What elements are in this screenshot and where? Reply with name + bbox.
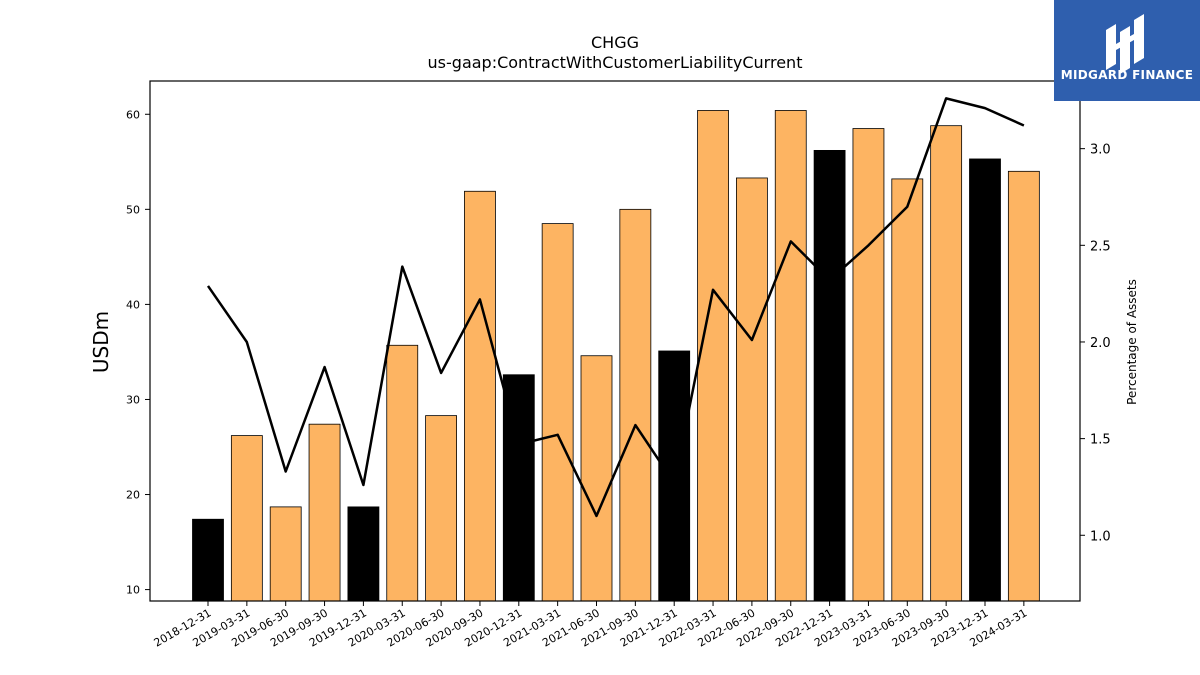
line-series xyxy=(206,97,1025,518)
bar xyxy=(969,158,1001,602)
y2-tick-label: 1.0 xyxy=(1090,529,1111,544)
chart-title: CHGG xyxy=(591,33,639,52)
bar xyxy=(1007,170,1040,602)
y-tick-label: 10 xyxy=(126,584,140,597)
chart-subtitle: us-gaap:ContractWithCustomerLiabilityCur… xyxy=(428,53,803,72)
bar xyxy=(541,223,574,602)
y-tick-label: 40 xyxy=(126,298,140,311)
y-tick-label: 20 xyxy=(126,489,140,502)
bar xyxy=(930,125,963,602)
bar xyxy=(852,128,885,602)
y-axis-label: USDm xyxy=(89,311,113,373)
y-tick-label: 50 xyxy=(126,203,140,216)
y2-tick-label: 3.0 xyxy=(1090,143,1111,158)
bar xyxy=(386,344,419,602)
bar xyxy=(774,110,807,602)
bar xyxy=(230,435,263,602)
bar xyxy=(269,506,302,602)
y2-tick-label: 2.5 xyxy=(1090,239,1111,254)
y-tick-label: 30 xyxy=(126,393,140,406)
bar xyxy=(891,178,924,602)
y-tick-label: 60 xyxy=(126,108,140,121)
bar xyxy=(580,355,613,602)
bar xyxy=(308,423,341,602)
bar xyxy=(697,110,729,602)
bar xyxy=(502,374,535,602)
bar xyxy=(813,149,846,602)
brand-logo: MIDGARD FINANCE xyxy=(1054,0,1200,101)
bar xyxy=(425,415,458,602)
bar xyxy=(347,506,380,602)
bar xyxy=(464,190,496,602)
bar xyxy=(619,208,652,602)
logo-text: MIDGARD FINANCE xyxy=(1060,68,1194,82)
bar xyxy=(192,518,224,602)
line-group xyxy=(206,97,1025,518)
plot-frame xyxy=(149,80,1081,602)
bar xyxy=(658,350,691,602)
y2-tick-label: 2.0 xyxy=(1090,336,1111,351)
logo-mark-icon xyxy=(1106,14,1144,74)
bar-group xyxy=(192,110,1040,602)
bar xyxy=(736,177,768,602)
y2-axis-label: Percentage of Assets xyxy=(1125,279,1139,405)
y2-tick-label: 1.5 xyxy=(1090,433,1111,448)
